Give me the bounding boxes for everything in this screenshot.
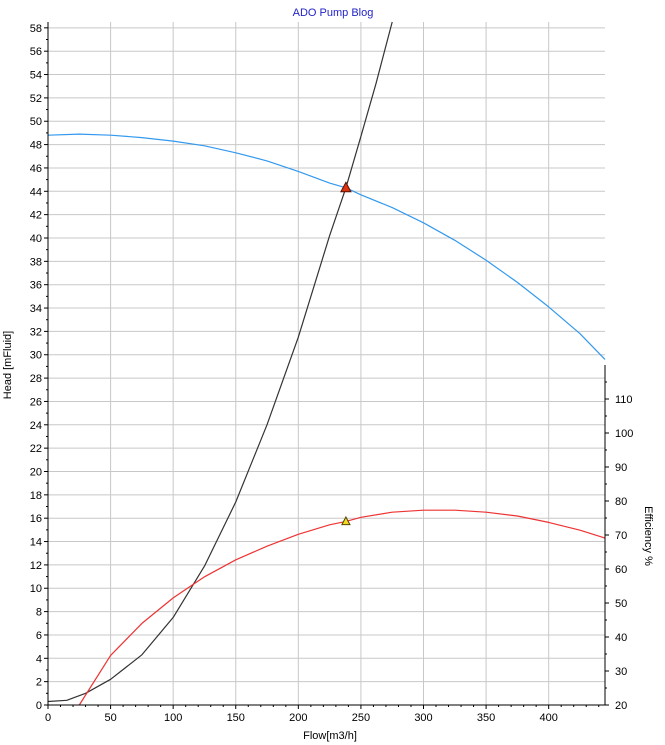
y-tick-label: 22 xyxy=(30,443,42,455)
operating-point-marker xyxy=(341,515,351,526)
y-tick-label: 56 xyxy=(30,46,42,58)
y-tick-label: 44 xyxy=(30,186,42,198)
y2-tick-label: 70 xyxy=(615,530,627,542)
x-tick-label: 200 xyxy=(289,712,307,724)
y-tick-label: 34 xyxy=(30,303,42,315)
y2-tick-label: 30 xyxy=(615,666,627,678)
y-tick-label: 14 xyxy=(30,537,42,549)
y2-tick-label: 100 xyxy=(615,428,633,440)
curves xyxy=(47,21,606,706)
y2-tick-label: 80 xyxy=(615,496,627,508)
x-tick-label: 250 xyxy=(352,712,370,724)
x-axis-label: Flow[m3/h] xyxy=(303,730,357,742)
y-tick-label: 18 xyxy=(30,490,42,502)
y-tick-label: 40 xyxy=(30,233,42,245)
x-tick-label: 50 xyxy=(104,712,116,724)
y-tick-label: 32 xyxy=(30,326,42,338)
tick-labels: 0246810121416182022242628303234363840424… xyxy=(30,23,634,724)
x-tick-label: 100 xyxy=(164,712,182,724)
y-tick-label: 8 xyxy=(36,607,42,619)
y-tick-label: 50 xyxy=(30,116,42,128)
y-tick-label: 58 xyxy=(30,23,42,35)
y-tick-label: 2 xyxy=(36,677,42,689)
y-tick-label: 12 xyxy=(30,560,42,572)
y2-tick-label: 40 xyxy=(615,632,627,644)
operating-point-markers xyxy=(340,181,352,526)
x-tick-label: 350 xyxy=(477,712,495,724)
y-tick-label: 4 xyxy=(36,653,42,665)
y-tick-label: 30 xyxy=(30,350,42,362)
y2-tick-label: 60 xyxy=(615,564,627,576)
operating-point-marker xyxy=(340,181,352,193)
y-tick-label: 28 xyxy=(30,373,42,385)
y-tick-label: 6 xyxy=(36,630,42,642)
y-tick-label: 38 xyxy=(30,256,42,268)
y2-tick-label: 20 xyxy=(615,700,627,712)
y-tick-label: 48 xyxy=(30,140,42,152)
y-tick-label: 0 xyxy=(36,700,42,712)
y-tick-label: 10 xyxy=(30,583,42,595)
series-line xyxy=(47,133,606,360)
y-tick-label: 54 xyxy=(30,70,42,82)
grid xyxy=(48,22,605,705)
y-tick-label: 52 xyxy=(30,93,42,105)
series-line xyxy=(47,21,393,703)
y2-axis-label: Efficiency % xyxy=(642,506,654,566)
y-tick-label: 46 xyxy=(30,163,42,175)
y-tick-label: 26 xyxy=(30,396,42,408)
y-tick-label: 20 xyxy=(30,466,42,478)
axes xyxy=(44,22,609,709)
x-tick-label: 0 xyxy=(45,712,51,724)
y2-tick-label: 90 xyxy=(615,462,627,474)
x-tick-label: 300 xyxy=(414,712,432,724)
x-tick-label: 150 xyxy=(227,712,245,724)
y-tick-label: 24 xyxy=(30,420,42,432)
y-axis-label: Head [mFluid] xyxy=(2,331,14,399)
x-tick-label: 400 xyxy=(539,712,557,724)
chart-title: ADO Pump Blog xyxy=(293,7,374,19)
y-tick-label: 36 xyxy=(30,280,42,292)
y-tick-label: 42 xyxy=(30,210,42,222)
y2-tick-label: 110 xyxy=(615,394,633,406)
y-tick-label: 16 xyxy=(30,513,42,525)
series-line xyxy=(78,509,606,706)
y2-tick-label: 50 xyxy=(615,598,627,610)
